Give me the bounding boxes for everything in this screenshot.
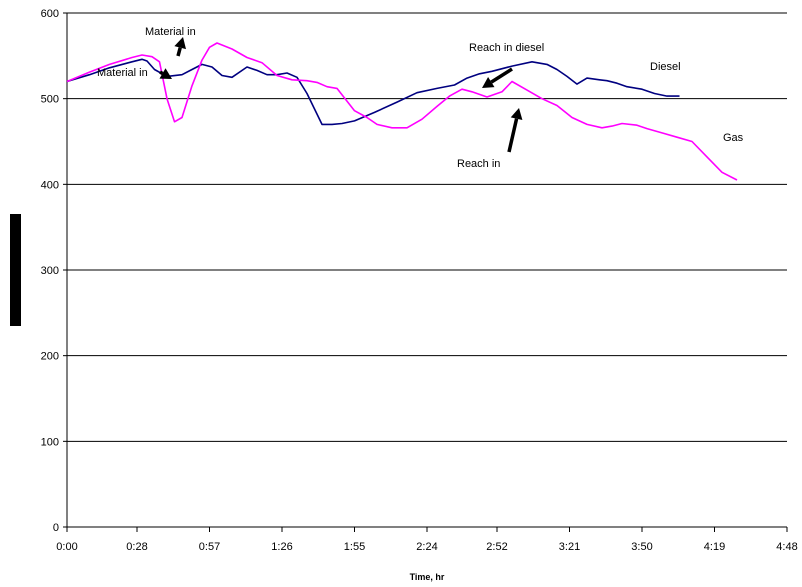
x-tick-label: 4:48 <box>776 541 797 553</box>
y-tick-label: 200 <box>41 351 59 363</box>
series-line-gas <box>66 42 738 181</box>
x-tick-label: 4:19 <box>704 541 725 553</box>
annotation-material-in-upper: Material in <box>145 26 196 38</box>
arrow-reach-in <box>507 108 523 153</box>
x-axis-label: Time, hr <box>410 572 445 582</box>
x-tick-label: 0:28 <box>126 541 147 553</box>
series-label-diesel: Diesel <box>650 61 681 73</box>
annotation-arrows <box>159 37 523 153</box>
series-label-gas: Gas <box>723 132 744 144</box>
y-tick-label: 100 <box>41 436 59 448</box>
x-tick-label: 3:50 <box>631 541 652 553</box>
series-lines <box>66 42 738 181</box>
x-tick-label: 0:00 <box>56 541 77 553</box>
x-tick-label: 2:24 <box>416 541 437 553</box>
gridlines <box>63 12 787 528</box>
y-tick-label: 600 <box>41 8 59 20</box>
annotation-material-in-lower: Material in <box>97 67 148 79</box>
arrow-material-in-upper <box>174 37 187 57</box>
y-tick-label: 0 <box>53 522 59 534</box>
x-tick-label: 2:52 <box>486 541 507 553</box>
y-tick-label: 300 <box>41 265 59 277</box>
annotation-labels: Material in Material in Reach in diesel … <box>97 26 744 170</box>
y-tick-label: 400 <box>41 179 59 191</box>
y-axis-label-redaction <box>10 214 21 326</box>
arrow-material-in-lower <box>159 68 172 79</box>
arrow-reach-in-diesel <box>482 67 513 88</box>
y-tick-label: 500 <box>41 94 59 106</box>
x-tick-label: 1:26 <box>271 541 292 553</box>
y-tick-labels: 0 100 200 300 400 500 600 <box>41 8 59 534</box>
series-line-diesel <box>66 58 680 126</box>
x-tick-label: 3:21 <box>559 541 580 553</box>
annotation-reach-in-diesel: Reach in diesel <box>469 42 544 54</box>
annotation-reach-in: Reach in <box>457 158 500 170</box>
axes <box>66 13 788 532</box>
x-tick-label: 1:55 <box>344 541 365 553</box>
x-tick-labels: 0:00 0:28 0:57 1:26 1:55 2:24 2:52 3:21 3:50 4:19… <box>56 541 797 553</box>
x-tick-label: 0:57 <box>199 541 220 553</box>
